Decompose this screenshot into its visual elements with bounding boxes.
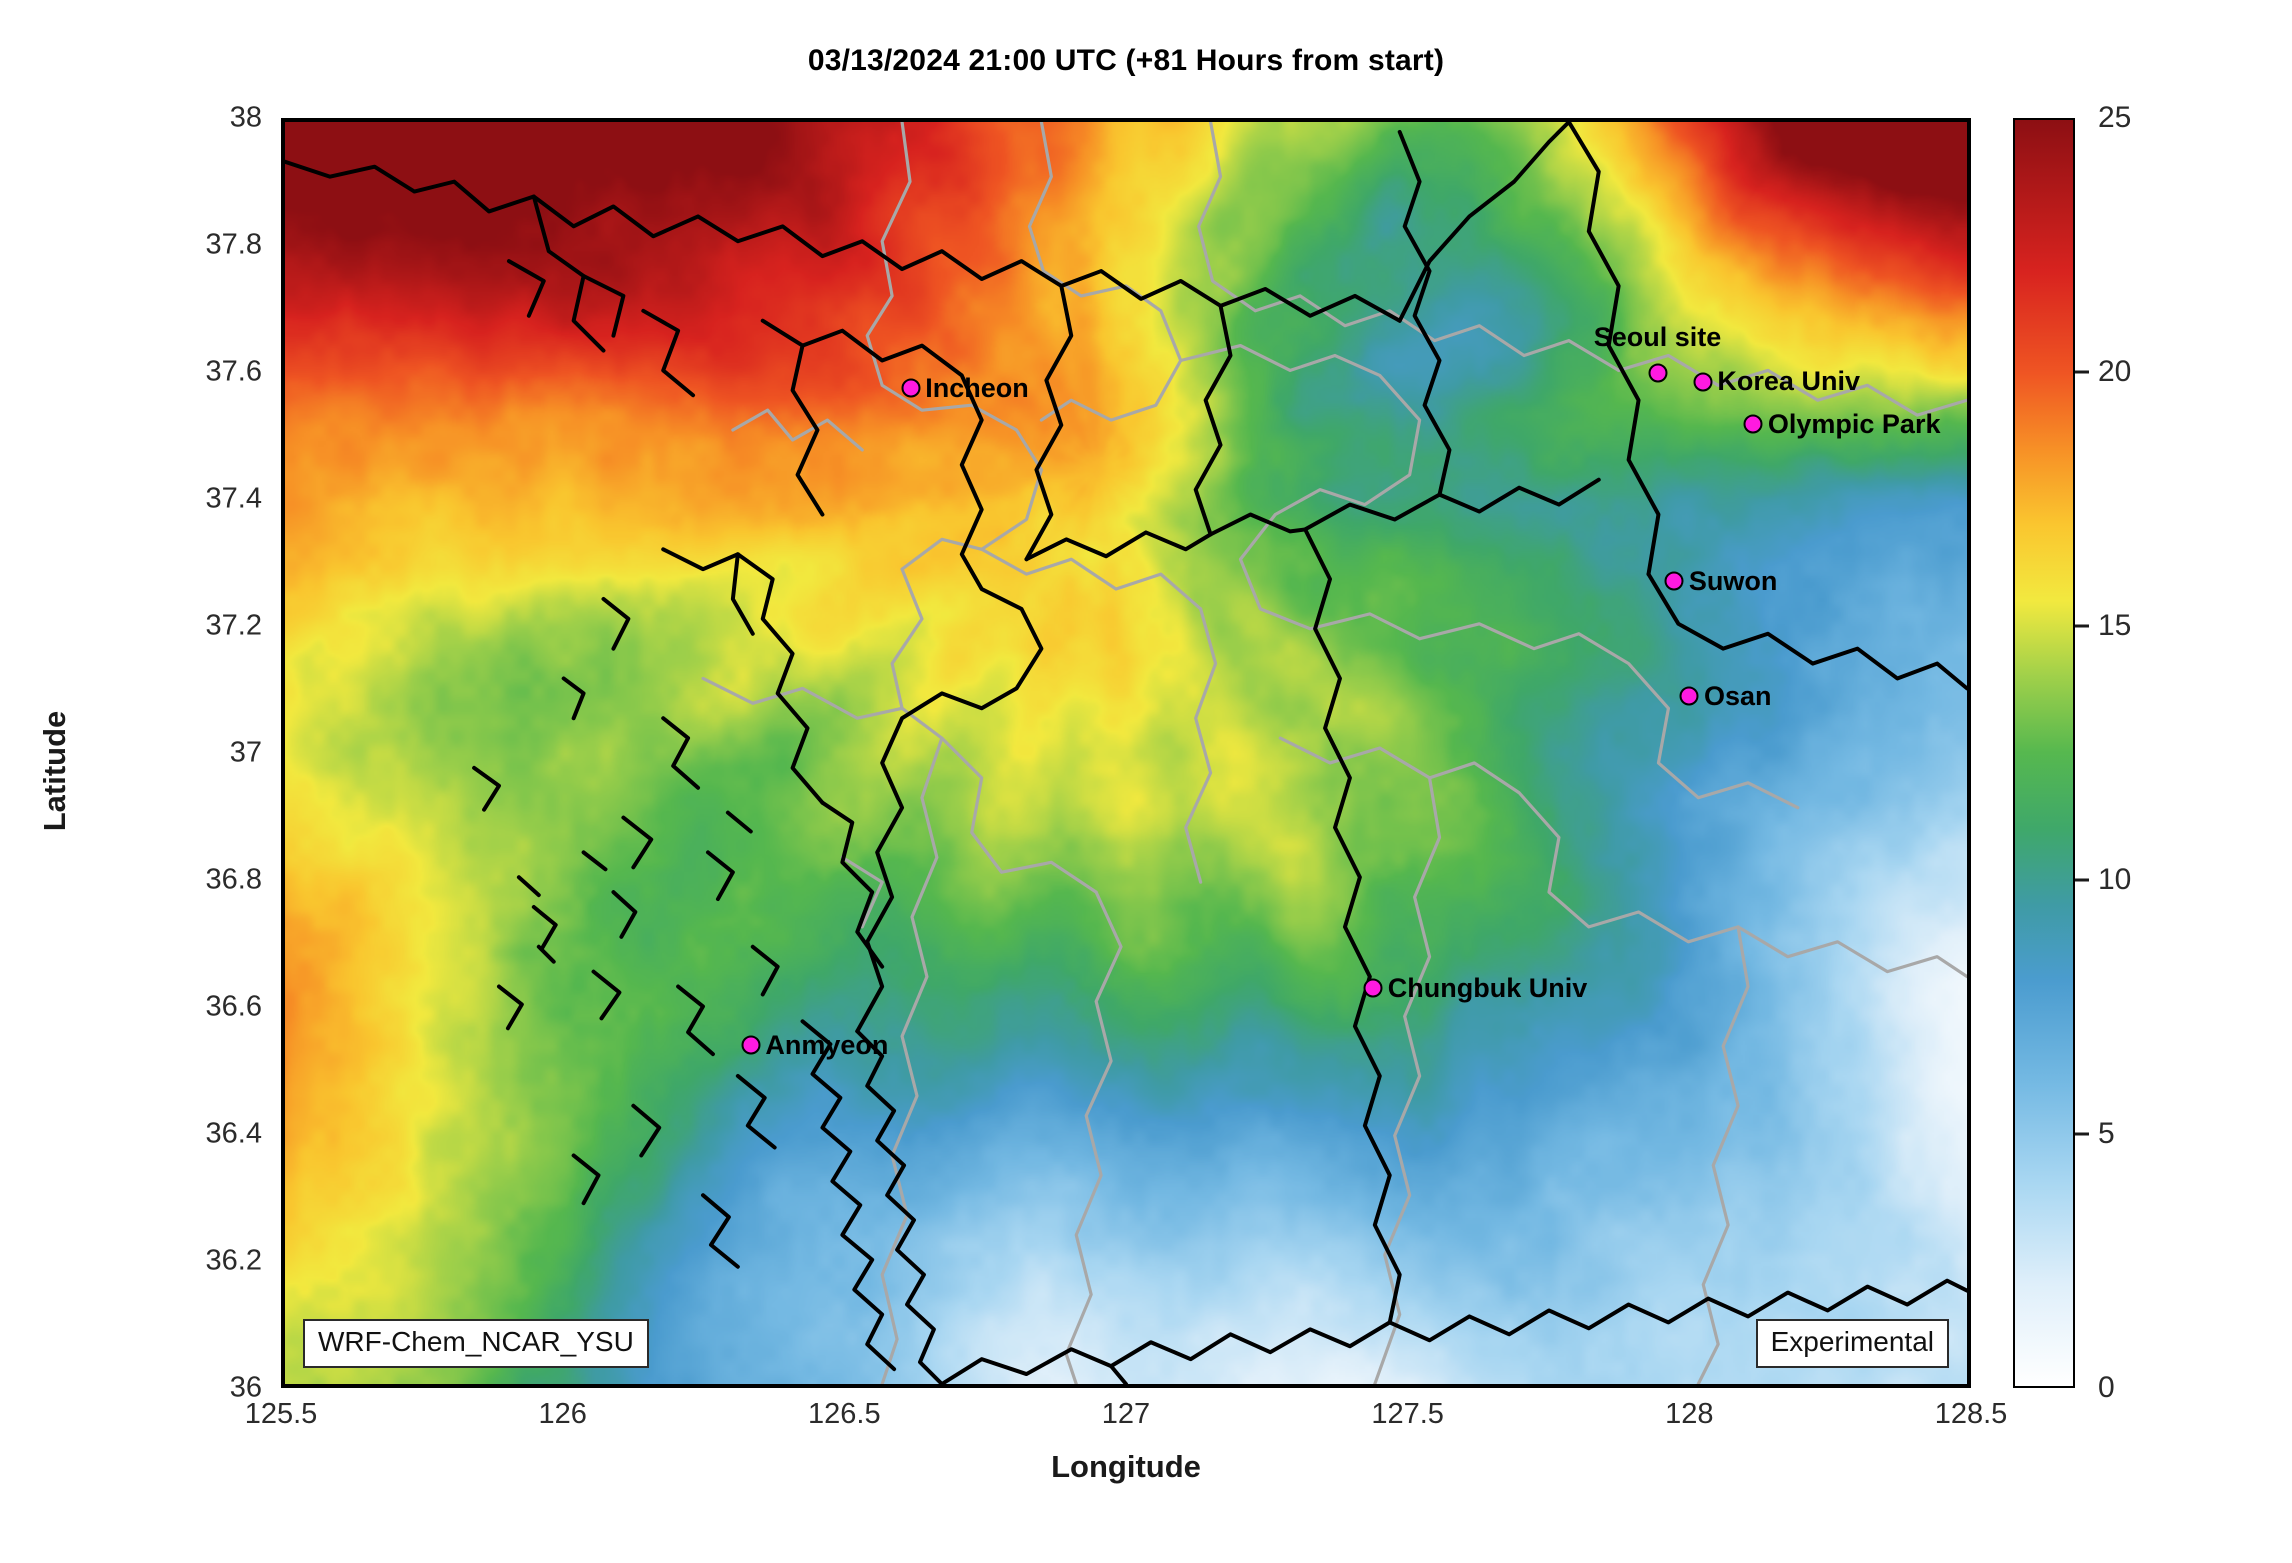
- site-dot-icon: [1743, 414, 1763, 434]
- map-boundaries-overlay: [285, 122, 1967, 1384]
- x-tick-label: 127: [1101, 1398, 1151, 1430]
- experimental-status-badge: Experimental: [1755, 1319, 1949, 1368]
- x-tick-label: 125.5: [244, 1398, 318, 1430]
- site-label: Olympic Park: [1767, 408, 1941, 439]
- site-marker-seoul-site[interactable]: Seoul site: [1594, 322, 1721, 383]
- y-axis-label: Latitude: [37, 710, 72, 832]
- site-dot-icon: [1693, 372, 1713, 392]
- site-label: Seoul site: [1593, 322, 1722, 353]
- model-name-annotation: WRF-Chem_NCAR_YSU: [303, 1319, 649, 1368]
- colorbar-tick-label: 10: [2098, 863, 2132, 896]
- x-tick-label: 126: [538, 1398, 587, 1430]
- figure-title: 03/13/2024 21:00 UTC (+81 Hours from sta…: [807, 44, 1445, 77]
- colorbar-tick-mark: [2075, 624, 2089, 628]
- colorbar-tick-mark: [2075, 1132, 2089, 1136]
- site-label: Incheon: [925, 372, 1029, 403]
- y-tick-label: 37.4: [205, 482, 262, 515]
- site-dot-icon: [1679, 686, 1699, 706]
- map-plot-area[interactable]: Seoul site Incheon Korea Univ Olympic Pa…: [281, 118, 1971, 1388]
- y-tick-label: 37.6: [205, 355, 262, 388]
- site-marker-osan[interactable]: Osan: [1679, 681, 1772, 711]
- pm25-concentration-field: [285, 122, 1967, 1384]
- site-label: Osan: [1703, 680, 1772, 711]
- y-tick-label: 37.8: [205, 228, 262, 261]
- site-marker-incheon[interactable]: Incheon: [901, 373, 1029, 403]
- y-tick-label: 37.2: [205, 609, 262, 642]
- colorbar-tick-label: 15: [2098, 609, 2132, 642]
- y-tick-label: 36.2: [205, 1244, 262, 1277]
- colorbar-tick-label: 20: [2098, 355, 2132, 388]
- site-marker-chungbuk-univ[interactable]: Chungbuk Univ: [1363, 973, 1587, 1003]
- site-dot-icon: [1363, 978, 1383, 998]
- site-label: Chungbuk Univ: [1387, 972, 1588, 1003]
- site-dot-icon: [901, 378, 921, 398]
- y-tick-label: 37: [229, 736, 262, 769]
- colorbar[interactable]: [2013, 118, 2075, 1388]
- site-marker-korea-univ[interactable]: Korea Univ: [1693, 366, 1860, 396]
- x-tick-label: 128.5: [1934, 1398, 2008, 1430]
- colorbar-gradient: [2015, 120, 2073, 1386]
- site-dot-icon: [1664, 571, 1684, 591]
- site-marker-anmyeon[interactable]: Anmyeon: [741, 1030, 888, 1060]
- colorbar-tick-label: 0: [2098, 1371, 2115, 1404]
- site-marker-olympic-park[interactable]: Olympic Park: [1743, 409, 1940, 439]
- site-label: Suwon: [1688, 565, 1778, 596]
- colorbar-tick-mark: [2075, 878, 2089, 882]
- x-axis-label: Longitude: [1051, 1449, 1201, 1484]
- site-dot-icon: [1648, 363, 1667, 383]
- site-label: Anmyeon: [765, 1029, 889, 1060]
- y-tick-label: 36.6: [205, 990, 262, 1023]
- colorbar-tick-mark: [2075, 370, 2089, 374]
- x-tick-label: 126.5: [808, 1398, 881, 1430]
- colorbar-tick-label: 25: [2098, 101, 2132, 134]
- site-marker-suwon[interactable]: Suwon: [1664, 566, 1777, 596]
- y-tick-label: 36.8: [205, 863, 262, 896]
- x-tick-label: 128: [1665, 1398, 1714, 1430]
- y-tick-label: 38: [229, 101, 262, 134]
- y-tick-label: 36: [229, 1371, 262, 1404]
- x-tick-label: 127.5: [1371, 1398, 1444, 1430]
- site-dot-icon: [741, 1035, 761, 1055]
- colorbar-tick-label: 5: [2098, 1117, 2115, 1150]
- coastline-and-national-boundary: [285, 122, 1967, 1384]
- province-boundary-lines: [701, 122, 1967, 1384]
- y-tick-label: 36.4: [205, 1117, 262, 1150]
- site-label: Korea Univ: [1717, 366, 1860, 397]
